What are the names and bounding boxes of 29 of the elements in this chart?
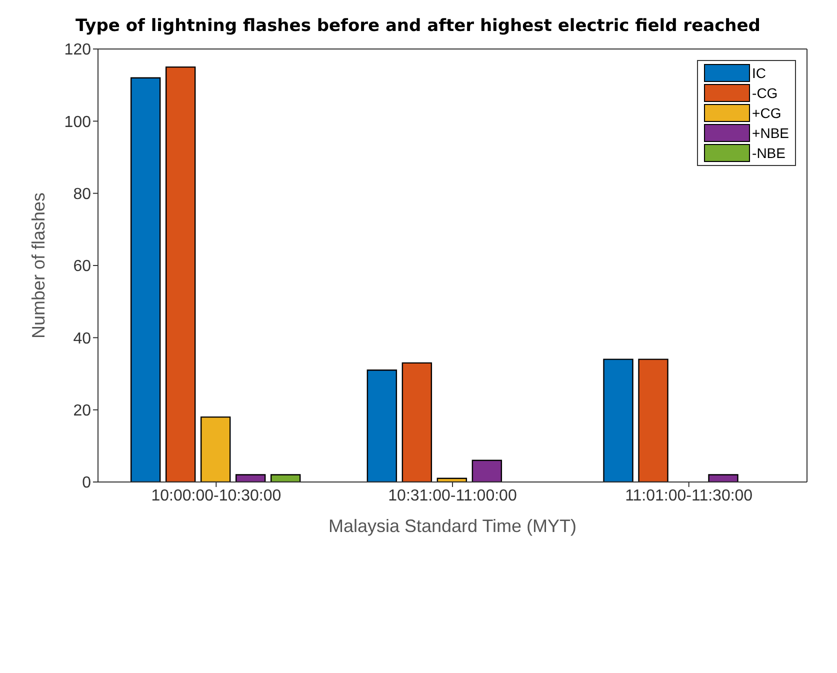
bar <box>708 474 738 482</box>
chart-title: Type of lightning flashes before and after highest electric field reached <box>74 16 762 36</box>
legend-label: -CG <box>752 84 778 103</box>
y-tick-label: 80 <box>73 186 92 204</box>
legend-label: +CG <box>752 104 782 123</box>
legend-label: +NBE <box>752 124 789 143</box>
bar <box>402 362 432 482</box>
x-axis-title: Malaysia Standard Time (MYT) <box>328 516 577 536</box>
x-tick-label: 10:00:00-10:30:00 <box>151 487 282 504</box>
y-tick-label: 20 <box>73 402 92 420</box>
bar <box>472 460 502 482</box>
bar <box>270 474 301 482</box>
y-tick-label: 60 <box>73 258 92 276</box>
legend-label: IC <box>752 64 766 83</box>
legend-label: -NBE <box>752 144 786 163</box>
x-tick-label: 10:31:00-11:00:00 <box>388 487 517 504</box>
bar <box>638 358 668 482</box>
x-tick-label: 11:01:00-11:30:00 <box>625 487 753 504</box>
bar <box>235 474 266 482</box>
bar <box>366 370 398 482</box>
bar <box>603 358 634 482</box>
y-tick-label: 120 <box>64 42 92 59</box>
bar <box>130 77 161 482</box>
bar <box>165 66 196 482</box>
y-axis-title: Number of flashes <box>28 192 48 339</box>
y-tick-label: 40 <box>73 330 92 348</box>
bar <box>200 416 231 482</box>
y-tick-label: 0 <box>82 474 92 492</box>
y-tick-label: 100 <box>64 114 92 131</box>
